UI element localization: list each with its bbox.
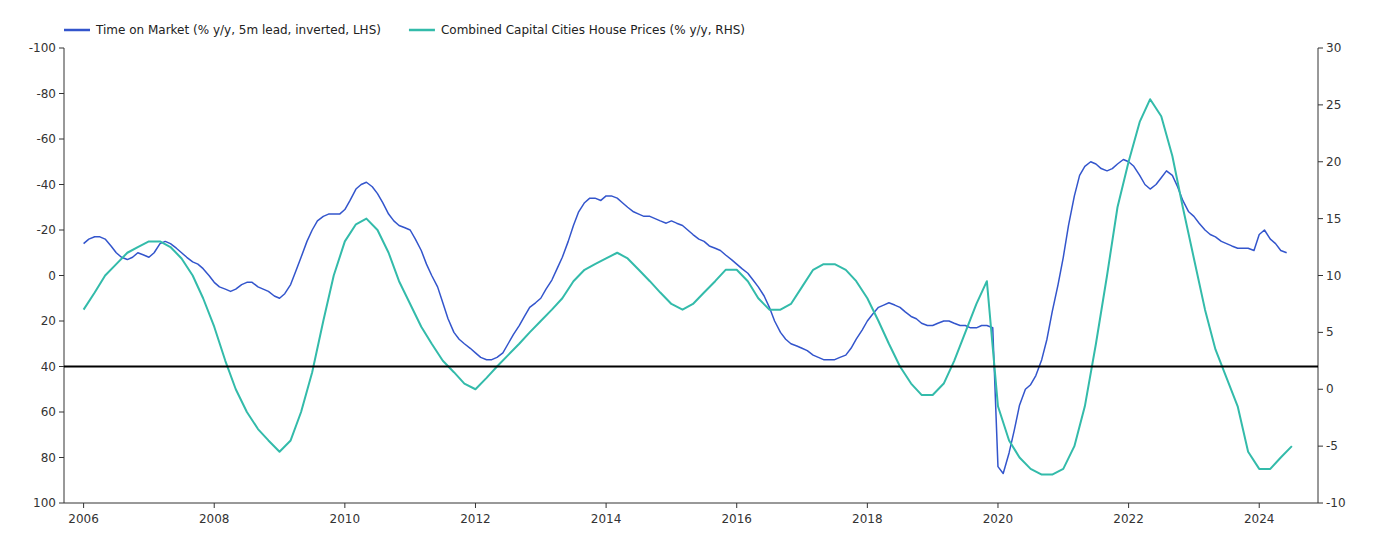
- legend: Time on Market (% y/y, 5m lead, inverted…: [64, 23, 745, 37]
- y2-tick-label: 25: [1326, 98, 1341, 112]
- y2-tick-label: 10: [1326, 269, 1341, 283]
- y2-tick-label: 15: [1326, 212, 1341, 226]
- legend-swatch: [64, 29, 90, 32]
- y-tick-label: -60: [36, 132, 56, 146]
- x-tick-label: 2014: [591, 512, 622, 526]
- y-tick: [59, 230, 64, 231]
- y-tick: [59, 275, 64, 276]
- y2-tick-label: 30: [1326, 41, 1341, 55]
- x-tick: [1259, 503, 1260, 508]
- x-tick: [736, 503, 737, 508]
- y-tick-label: 40: [41, 360, 56, 374]
- y2-tick: [1318, 332, 1323, 333]
- y-tick: [59, 139, 64, 140]
- y2-tick: [1318, 446, 1323, 447]
- zero-line: [64, 366, 1318, 368]
- x-tick: [606, 503, 607, 508]
- y-tick: [59, 412, 64, 413]
- series-line: [84, 99, 1292, 474]
- y2-tick: [1318, 104, 1323, 105]
- y-tick-label: -100: [29, 41, 56, 55]
- chart: 2006200820102012201420162018202020222024…: [0, 0, 1378, 543]
- y2-tick-label: 0: [1326, 382, 1334, 396]
- y2-tick-label: -5: [1326, 439, 1338, 453]
- y2-tick-label: -10: [1326, 496, 1346, 510]
- y2-tick: [1318, 218, 1323, 219]
- x-tick: [867, 503, 868, 508]
- x-tick: [83, 503, 84, 508]
- legend-swatch: [409, 29, 435, 32]
- x-tick: [214, 503, 215, 508]
- x-tick-label: 2018: [852, 512, 883, 526]
- series-line: [84, 159, 1287, 473]
- y-tick-label: 20: [41, 314, 56, 328]
- y2-tick: [1318, 275, 1323, 276]
- x-tick-label: 2024: [1244, 512, 1275, 526]
- y-tick: [59, 503, 64, 504]
- x-tick-label: 2010: [330, 512, 361, 526]
- x-tick-label: 2008: [199, 512, 230, 526]
- y-tick: [59, 321, 64, 322]
- x-axis-line: [64, 503, 1318, 504]
- y-tick-label: 0: [48, 269, 56, 283]
- y2-tick: [1318, 161, 1323, 162]
- y-tick: [59, 366, 64, 367]
- y2-tick: [1318, 503, 1323, 504]
- y2-tick-label: 20: [1326, 155, 1341, 169]
- background: [0, 0, 1378, 543]
- x-tick: [1128, 503, 1129, 508]
- y2-tick: [1318, 389, 1323, 390]
- y-tick-label: -80: [36, 87, 56, 101]
- x-tick: [344, 503, 345, 508]
- legend-label: Combined Capital Cities House Prices (% …: [441, 23, 745, 37]
- x-tick-label: 2012: [460, 512, 491, 526]
- y-tick-label: -20: [36, 223, 56, 237]
- y-tick: [59, 184, 64, 185]
- y-tick-label: 60: [41, 405, 56, 419]
- x-tick-label: 2006: [68, 512, 99, 526]
- x-tick-label: 2020: [983, 512, 1014, 526]
- y-tick-label: 100: [33, 496, 56, 510]
- y-tick: [59, 48, 64, 49]
- x-tick: [997, 503, 998, 508]
- y-tick: [59, 93, 64, 94]
- y2-tick-label: 5: [1326, 325, 1334, 339]
- x-tick-label: 2016: [721, 512, 752, 526]
- y-tick: [59, 457, 64, 458]
- legend-label: Time on Market (% y/y, 5m lead, inverted…: [95, 23, 381, 37]
- y2-tick: [1318, 48, 1323, 49]
- y-tick-label: -40: [36, 178, 56, 192]
- x-tick-label: 2022: [1113, 512, 1144, 526]
- plot-area: [64, 99, 1318, 474]
- y-tick-label: 80: [41, 451, 56, 465]
- x-tick: [475, 503, 476, 508]
